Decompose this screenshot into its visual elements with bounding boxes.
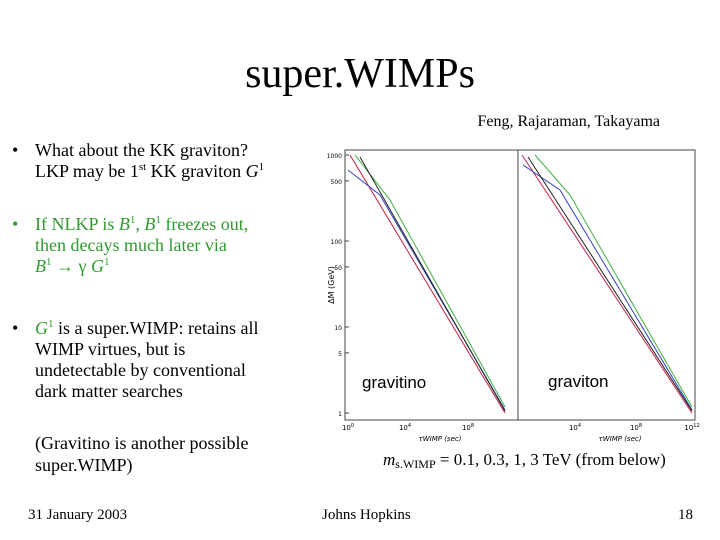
bullet-line: What about the KK graviton?	[35, 140, 264, 161]
footer-date: 31 January 2003	[28, 507, 128, 523]
bullet-line: then decays much later via	[35, 235, 248, 256]
text-run: 1	[48, 318, 54, 330]
text-run: What about the KK graviton?	[35, 140, 248, 160]
y-tick-label: 1000	[327, 153, 342, 160]
curves	[347, 154, 693, 414]
text-run: LKP may be 1	[35, 161, 139, 181]
title: super.WIMPs	[245, 51, 475, 97]
text-run: B	[35, 256, 46, 276]
bullet-line: B1 → γ G1	[35, 256, 248, 277]
text-run: is a super.WIMP: retains all	[53, 318, 259, 338]
x-tick-exp: 0	[351, 423, 354, 429]
authors: Feng, Rajaraman, Takayama	[477, 113, 660, 130]
bullet-line: If NLKP is B1, B1 freezes out,	[35, 214, 248, 235]
text-run: G	[245, 161, 259, 181]
text-run: 1	[155, 214, 161, 226]
x-tick-label: 104	[399, 423, 411, 432]
x-tick-label: 1012	[684, 423, 699, 432]
curve	[527, 156, 693, 412]
text-run: G	[90, 256, 104, 276]
text-run: 1	[103, 256, 110, 268]
curve	[522, 164, 693, 411]
x-tick-label: 100	[342, 423, 354, 432]
text-run: st	[138, 161, 147, 173]
y-axis-label: ΔM (GeV)	[327, 266, 336, 304]
bullet: • What about the KK graviton? LKP may be 1…	[12, 140, 264, 182]
bullet: • If NLKP is B1, B1 freezes out, then deca…	[12, 214, 248, 277]
text-run: = 0.1, 0.3, 1, 3 TeV (from below)	[435, 450, 666, 469]
curve	[359, 156, 506, 412]
note: (Gravitino is another possible super.WIM…	[35, 432, 248, 476]
curve	[521, 154, 693, 414]
text-run: ,	[135, 214, 145, 234]
x-tick-label: 104	[569, 423, 581, 432]
text-run: 1	[258, 161, 265, 173]
bullet-line: dark matter searches	[35, 381, 258, 402]
x-tick-exp: 8	[639, 423, 642, 429]
x-tick-base: 10	[399, 424, 408, 432]
text-run: WIMP virtues, but is	[35, 339, 186, 359]
bullet-line: LKP may be 1st KK graviton G1	[35, 161, 264, 182]
text-run: then decays much later via	[35, 235, 227, 255]
x-tick-exp: 4	[578, 423, 581, 429]
x-tick-base: 10	[630, 424, 639, 432]
bullet-marker: •	[12, 318, 19, 338]
x-tick-label: 108	[630, 423, 642, 432]
text-run: 1	[46, 256, 52, 268]
panel-label: graviton	[548, 372, 609, 391]
x-tick-exp: 8	[471, 423, 474, 429]
x-axis-label: τWIMP (sec)	[419, 435, 462, 443]
x-tick-label: 108	[462, 423, 474, 432]
curve	[534, 154, 693, 408]
caption: ms.WIMP = 0.1, 0.3, 1, 3 TeV (from below…	[383, 450, 666, 470]
text-run: → γ	[51, 256, 91, 276]
plot-frame	[344, 149, 696, 421]
y-tick-label: 10	[334, 325, 342, 332]
bullet-marker: •	[12, 140, 19, 160]
bullet-line: G1 is a super.WIMP: retains all	[35, 318, 258, 339]
text-run: KK graviton	[146, 161, 246, 181]
text-run: If NLKP is	[35, 214, 119, 234]
y-tick-label: 5	[338, 351, 342, 358]
bullet-line: undetectable by conventional	[35, 360, 258, 381]
text-run: s.WIMP	[395, 457, 436, 471]
text-run: m	[383, 450, 396, 469]
footer-venue: Johns Hopkins	[322, 507, 411, 523]
x-tick-base: 10	[462, 424, 471, 432]
curve	[354, 154, 506, 408]
note-line: super.WIMP)	[35, 455, 133, 475]
curve	[349, 154, 506, 414]
footer-page: 18	[678, 507, 693, 523]
text-run: B	[144, 214, 156, 234]
x-tick-exp: 4	[408, 423, 411, 429]
text-run: freezes out,	[160, 214, 249, 234]
x-tick-base: 10	[342, 424, 351, 432]
y-tick-label: 50	[334, 265, 342, 272]
x-tick-base: 10	[684, 424, 693, 432]
text-run: G	[35, 318, 48, 338]
note-line: (Gravitino is another possible	[35, 433, 249, 453]
bullet-marker: •	[12, 214, 19, 234]
x-axis-label: τWIMP (sec)	[599, 435, 642, 443]
bullet: • G1 is a super.WIMP: retains all WIMP vir…	[12, 318, 258, 402]
text-run: undetectable by conventional	[35, 360, 246, 380]
x-tick-base: 10	[569, 424, 578, 432]
x-tick-exp: 12	[693, 423, 699, 429]
bullet-line: WIMP virtues, but is	[35, 339, 258, 360]
y-tick-label: 1	[338, 411, 342, 418]
panel-label: gravitino	[362, 373, 427, 392]
y-tick-label: 100	[331, 239, 343, 246]
text-run: 1	[129, 214, 136, 226]
text-run: dark matter searches	[35, 381, 183, 401]
y-tick-label: 500	[331, 179, 343, 186]
text-run: B	[118, 214, 130, 234]
